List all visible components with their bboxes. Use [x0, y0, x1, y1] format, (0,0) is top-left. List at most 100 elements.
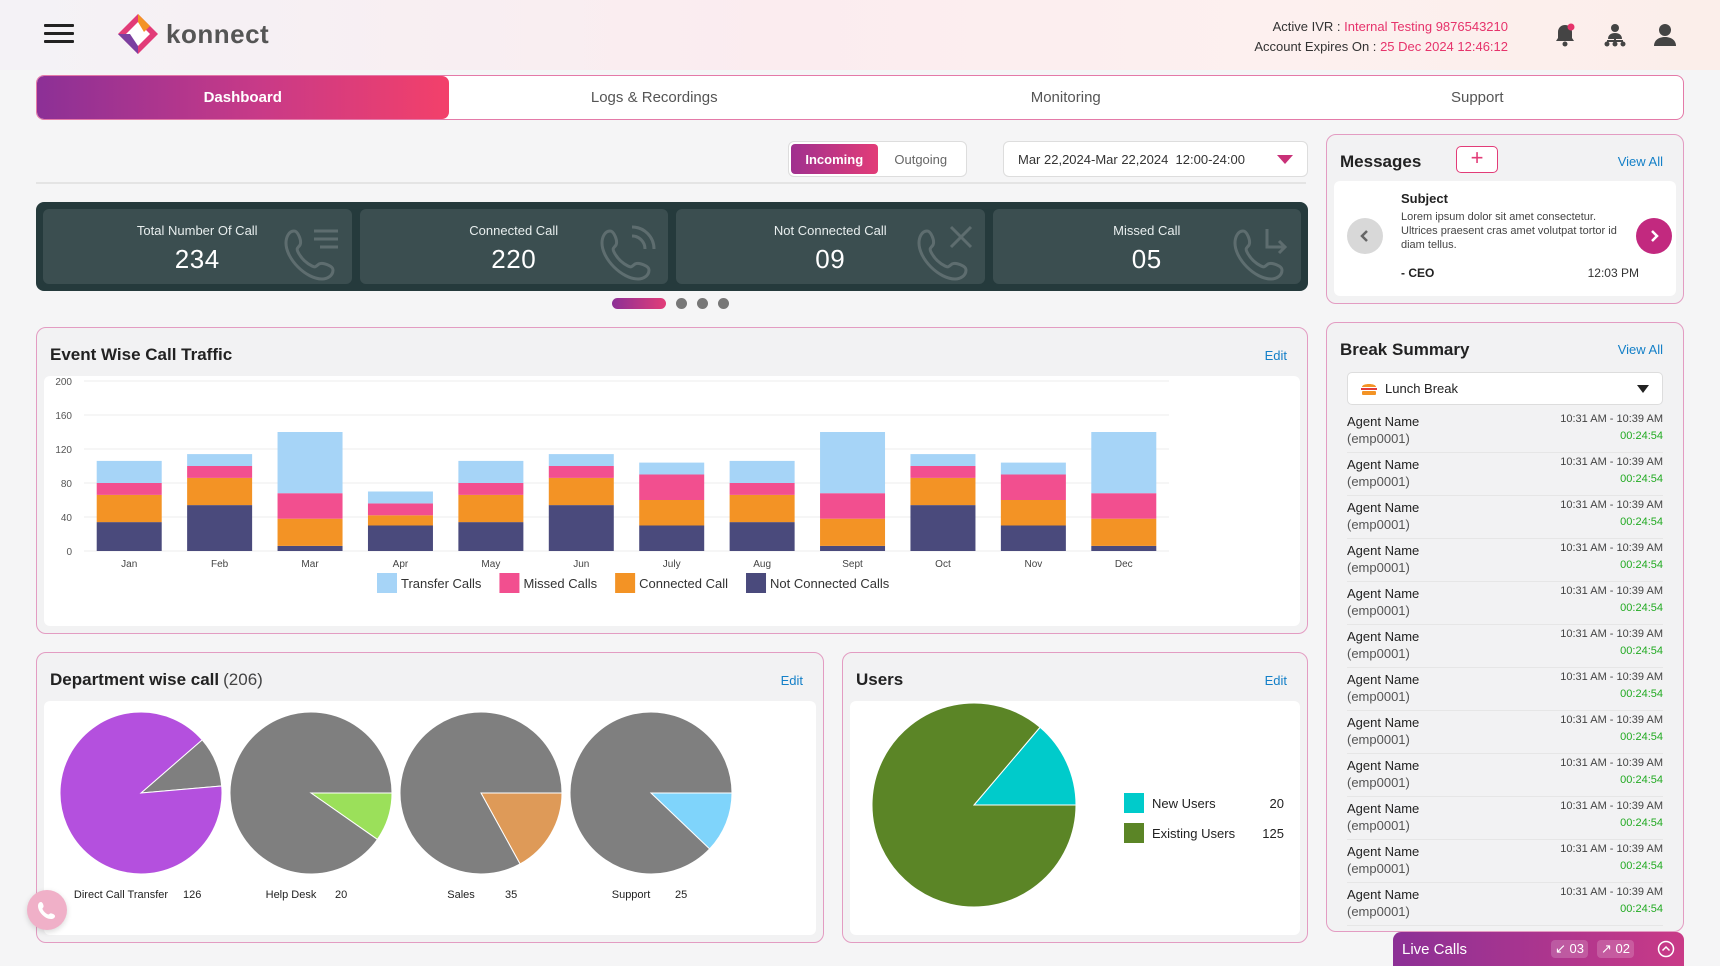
bar-segment[interactable] [458, 460, 524, 483]
team-icon[interactable] [1602, 22, 1628, 48]
bar-segment[interactable] [1091, 432, 1157, 494]
bar-segment[interactable] [820, 432, 886, 494]
bar-segment[interactable] [729, 460, 795, 483]
tab-monitoring[interactable]: Monitoring [1030, 89, 1101, 106]
tab-support[interactable]: Support [1450, 89, 1504, 106]
bar-segment[interactable] [820, 518, 886, 546]
break-view-all-link[interactable]: View All [1617, 342, 1663, 357]
incoming-toggle-button[interactable]: Incoming [791, 144, 878, 174]
stat-not-connected-calls[interactable]: Not Connected Call 09 [676, 209, 985, 284]
bar-segment[interactable] [639, 500, 705, 526]
break-row[interactable]: Agent Name (emp0001) 10:31 AM - 10:39 AM 00… [1347, 754, 1663, 797]
break-row[interactable]: Agent Name (emp0001) 10:31 AM - 10:39 AM 00… [1347, 453, 1663, 496]
stat-total-calls[interactable]: Total Number Of Call 234 [43, 209, 352, 284]
bar-segment[interactable] [910, 505, 976, 551]
bar-segment[interactable] [548, 477, 614, 506]
bar-segment[interactable] [820, 545, 886, 551]
pie-slice[interactable] [649, 792, 733, 850]
date-range-select[interactable]: Mar 22,2024-Mar 22,2024 12:00-24:00 [1003, 141, 1308, 177]
bar-segment[interactable] [367, 503, 433, 516]
bar-segment[interactable] [96, 483, 162, 495]
bar-segment[interactable] [187, 505, 253, 551]
bar-segment[interactable] [277, 518, 343, 546]
break-row[interactable]: Agent Name (emp0001) 10:31 AM - 10:39 AM 00… [1347, 625, 1663, 668]
tab-logs-recordings[interactable]: Logs & Recordings [590, 89, 718, 106]
bar-segment[interactable] [187, 466, 253, 478]
bar-segment[interactable] [458, 494, 524, 523]
break-type-select[interactable]: Lunch Break [1347, 372, 1663, 405]
pie-slice[interactable] [480, 792, 563, 865]
bar-segment[interactable] [96, 494, 162, 523]
bar-segment[interactable] [639, 462, 705, 475]
outgoing-toggle-button[interactable]: Outgoing [894, 151, 948, 167]
pie-slice[interactable] [229, 711, 393, 875]
menu-icon[interactable] [44, 24, 74, 46]
bar-segment[interactable] [729, 522, 795, 551]
bar-segment[interactable] [367, 491, 433, 504]
bar-segment[interactable] [1091, 545, 1157, 551]
bar-segment[interactable] [187, 454, 253, 466]
bar-segment[interactable] [1000, 474, 1066, 501]
pie-slice[interactable] [871, 702, 1077, 908]
app-logo[interactable]: konnect [116, 12, 269, 56]
stat-connected-calls[interactable]: Connected Call 220 [359, 209, 668, 284]
prev-message-button[interactable] [1347, 218, 1383, 254]
pie-slice[interactable] [569, 711, 733, 875]
carousel-dot[interactable] [697, 298, 708, 309]
bar-segment[interactable] [96, 460, 162, 483]
break-row[interactable]: Agent Name (emp0001) 10:31 AM - 10:39 AM 00… [1347, 410, 1663, 453]
bar-segment[interactable] [1000, 500, 1066, 526]
bar-segment[interactable] [639, 474, 705, 501]
bar-segment[interactable] [639, 525, 705, 552]
live-calls-bar[interactable]: Live Calls ↙ 03 ↗ 02 [1393, 932, 1684, 966]
dialer-button[interactable] [27, 890, 67, 930]
break-row[interactable]: Agent Name (emp0001) 10:31 AM - 10:39 AM 00… [1347, 496, 1663, 539]
bar-segment[interactable] [1000, 462, 1066, 475]
pie-slice[interactable] [59, 711, 223, 875]
bar-segment[interactable] [277, 432, 343, 494]
messages-view-all-link[interactable]: View All [1617, 154, 1663, 169]
carousel-dot[interactable] [612, 298, 666, 309]
pie-slice[interactable] [399, 711, 563, 875]
bar-segment[interactable] [1000, 525, 1066, 552]
break-row[interactable]: Agent Name (emp0001) 10:31 AM - 10:39 AM 00… [1347, 840, 1663, 883]
bar-segment[interactable] [910, 477, 976, 506]
break-row[interactable]: Agent Name (emp0001) 10:31 AM - 10:39 AM 00… [1347, 668, 1663, 711]
break-row[interactable]: Agent Name (emp0001) 10:31 AM - 10:39 AM 00… [1347, 582, 1663, 625]
bar-segment[interactable] [277, 545, 343, 551]
stat-missed-calls[interactable]: Missed Call 05 [992, 209, 1301, 284]
bar-segment[interactable] [1091, 493, 1157, 519]
bar-segment[interactable] [729, 494, 795, 523]
break-row[interactable]: Agent Name (emp0001) 10:31 AM - 10:39 AM 00… [1347, 797, 1663, 840]
bar-segment[interactable] [1091, 518, 1157, 546]
bar-segment[interactable] [820, 493, 886, 519]
collapse-icon[interactable] [1657, 940, 1675, 958]
break-row[interactable]: Agent Name (emp0001) 10:31 AM - 10:39 AM 00… [1347, 539, 1663, 582]
bar-segment[interactable] [277, 493, 343, 519]
bar-segment[interactable] [729, 483, 795, 495]
carousel-dot[interactable] [718, 298, 729, 309]
user-profile-icon[interactable] [1652, 22, 1678, 48]
bar-segment[interactable] [458, 522, 524, 551]
break-row[interactable]: Agent Name (emp0001) 10:31 AM - 10:39 AM 00… [1347, 883, 1663, 926]
bar-segment[interactable] [548, 466, 614, 478]
bar-segment[interactable] [548, 454, 614, 466]
pie-slice[interactable] [972, 726, 1077, 806]
bar-segment[interactable] [548, 505, 614, 551]
bar-segment[interactable] [96, 522, 162, 551]
bar-segment[interactable] [458, 483, 524, 495]
bar-segment[interactable] [367, 515, 433, 526]
next-message-button[interactable] [1636, 218, 1672, 254]
bar-segment[interactable] [910, 454, 976, 466]
edit-link[interactable]: Edit [1264, 673, 1287, 688]
bar-segment[interactable] [187, 477, 253, 506]
bar-segment[interactable] [367, 525, 433, 552]
tab-dashboard[interactable]: Dashboard [37, 76, 449, 119]
bar-segment[interactable] [910, 466, 976, 478]
notification-bell-icon[interactable] [1552, 22, 1578, 48]
carousel-dot[interactable] [676, 298, 687, 309]
edit-link[interactable]: Edit [780, 673, 803, 688]
add-message-button[interactable]: + [1456, 146, 1498, 173]
edit-link[interactable]: Edit [1264, 348, 1287, 363]
break-row[interactable]: Agent Name (emp0001) 10:31 AM - 10:39 AM 00… [1347, 711, 1663, 754]
